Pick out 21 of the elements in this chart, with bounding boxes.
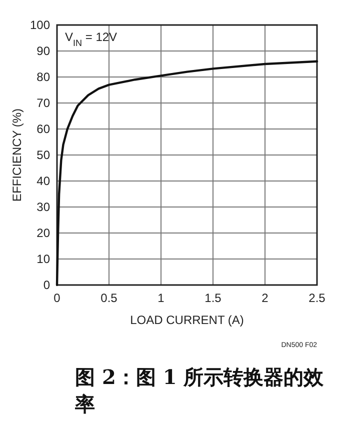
- y-tick-label: 30: [36, 200, 50, 214]
- x-axis-title: LOAD CURRENT (A): [130, 313, 244, 327]
- y-tick-label: 50: [36, 148, 50, 162]
- y-tick-label: 90: [36, 44, 50, 58]
- x-tick-label: 2: [262, 291, 269, 305]
- y-axis-title: EFFICIENCY (%): [10, 108, 24, 202]
- y-tick-label: 60: [36, 122, 50, 136]
- text: 图 2：图 1 所示转换器的效率: [75, 364, 325, 418]
- x-tick-label: 2.5: [308, 291, 326, 305]
- y-tick-label: 80: [36, 70, 50, 84]
- y-tick-label: 10: [36, 252, 50, 266]
- y-tick-label: 70: [36, 96, 50, 110]
- x-tick-label: 1.5: [204, 291, 222, 305]
- y-tick-label: 0: [43, 278, 50, 292]
- y-tick-label: 40: [36, 174, 50, 188]
- x-tick-label: 0: [54, 291, 61, 305]
- x-tick-label: 1: [158, 291, 165, 305]
- x-tick-label: 0.5: [100, 291, 118, 305]
- y-tick-label: 20: [36, 226, 50, 240]
- y-tick-label: 100: [30, 18, 50, 32]
- line-series: [56, 60, 318, 286]
